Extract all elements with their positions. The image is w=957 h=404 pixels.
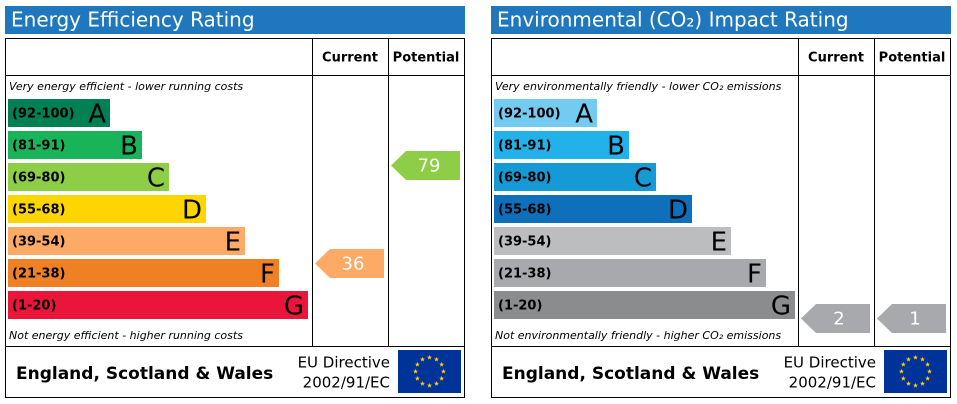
panel-frame [5, 38, 465, 398]
eu-star [434, 356, 439, 362]
band-range: (1-20) [498, 299, 542, 314]
eu-star [925, 375, 931, 381]
band-letter: D [182, 196, 202, 226]
current-rating: 36 [342, 254, 365, 275]
band-letter: A [575, 100, 593, 130]
eu-star [414, 361, 420, 367]
band-range: (81-91) [12, 139, 65, 154]
column-header: Potential [393, 51, 460, 66]
eu-star [900, 375, 906, 381]
bottom-note: Not environmentally friendly - higher CO… [495, 329, 781, 342]
rating-band [494, 163, 656, 191]
rating-panel: Environmental (CO₂) Impact Rating Current… [491, 6, 951, 398]
current-rating: 2 [833, 309, 844, 330]
band-letter: E [711, 228, 727, 258]
eu-star [913, 354, 918, 360]
band-range: (55-68) [12, 203, 65, 218]
band-letter: B [607, 132, 625, 162]
rating-band [494, 259, 766, 287]
band-range: (39-54) [12, 235, 65, 250]
eu-star [434, 381, 439, 386]
band-letter: E [225, 228, 241, 258]
rating-band [494, 99, 597, 127]
rating-band [8, 291, 308, 319]
band-letter: F [747, 260, 762, 290]
current-arrow [801, 304, 870, 333]
title-bar [491, 6, 951, 34]
band-letter: G [284, 292, 304, 322]
potential-arrow [877, 304, 946, 333]
column-header: Current [808, 51, 864, 66]
potential-arrow [391, 151, 460, 180]
footer-region: England, Scotland & Wales [502, 364, 759, 384]
eu-star [414, 375, 420, 381]
eu-star [906, 381, 911, 386]
column-header: Potential [879, 51, 946, 66]
band-range: (55-68) [498, 203, 551, 218]
eu-star [439, 375, 445, 381]
rating-band [8, 195, 206, 223]
current-arrow [315, 249, 384, 278]
rating-band [494, 195, 692, 223]
band-letter: B [120, 132, 138, 162]
footer-directive: EU Directive [298, 354, 390, 372]
band-letter: D [668, 196, 688, 226]
top-note: Very environmentally friendly - lower CO… [495, 80, 782, 93]
footer-directive: 2002/91/EC [303, 374, 390, 392]
eu-star [899, 368, 904, 374]
eu-star [913, 382, 918, 388]
eu-star [920, 356, 925, 362]
band-range: (21-38) [12, 267, 65, 282]
panel-title: Energy Efficiency Rating [11, 8, 255, 32]
rating-band [8, 227, 245, 255]
eu-star [927, 368, 932, 374]
band-letter: C [147, 164, 165, 194]
band-range: (1-20) [12, 299, 56, 314]
potential-rating: 1 [909, 309, 920, 330]
eu-star [420, 356, 425, 362]
footer-directive: 2002/91/EC [789, 374, 876, 392]
eu-star [920, 381, 925, 386]
band-range: (21-38) [498, 267, 551, 282]
eu-star [420, 381, 425, 386]
band-letter: A [88, 100, 106, 130]
panel-frame [491, 38, 951, 398]
eu-star [441, 368, 446, 374]
eu-star [413, 368, 418, 374]
band-range: (39-54) [498, 235, 551, 250]
band-letter: F [260, 260, 275, 290]
eu-star [439, 361, 445, 367]
rating-band [8, 259, 279, 287]
band-range: (69-80) [12, 171, 65, 186]
band-range: (92-100) [12, 107, 75, 122]
rating-band [8, 99, 110, 127]
eu-star [900, 361, 906, 367]
rating-band [8, 163, 169, 191]
band-range: (81-91) [498, 139, 551, 154]
band-letter: G [771, 292, 791, 322]
eu-star [925, 361, 931, 367]
rating-band [494, 227, 731, 255]
band-letter: C [634, 164, 652, 194]
title-bar [5, 6, 465, 34]
footer-region: England, Scotland & Wales [16, 364, 273, 384]
column-header: Current [322, 51, 378, 66]
rating-panel: Energy Efficiency Rating Current Potential… [5, 6, 465, 398]
potential-rating: 79 [418, 156, 441, 177]
footer-directive: EU Directive [784, 354, 876, 372]
rating-band [494, 131, 629, 159]
top-note: Very energy efficient - lower running co… [9, 80, 243, 93]
rating-band [8, 131, 142, 159]
rating-band [494, 291, 795, 319]
panel-title: Environmental (CO₂) Impact Rating [497, 8, 849, 32]
band-range: (69-80) [498, 171, 551, 186]
eu-star [427, 382, 432, 388]
eu-star [906, 356, 911, 362]
band-range: (92-100) [498, 107, 561, 122]
bottom-note: Not energy efficient - higher running co… [9, 329, 243, 342]
eu-star [427, 354, 432, 360]
